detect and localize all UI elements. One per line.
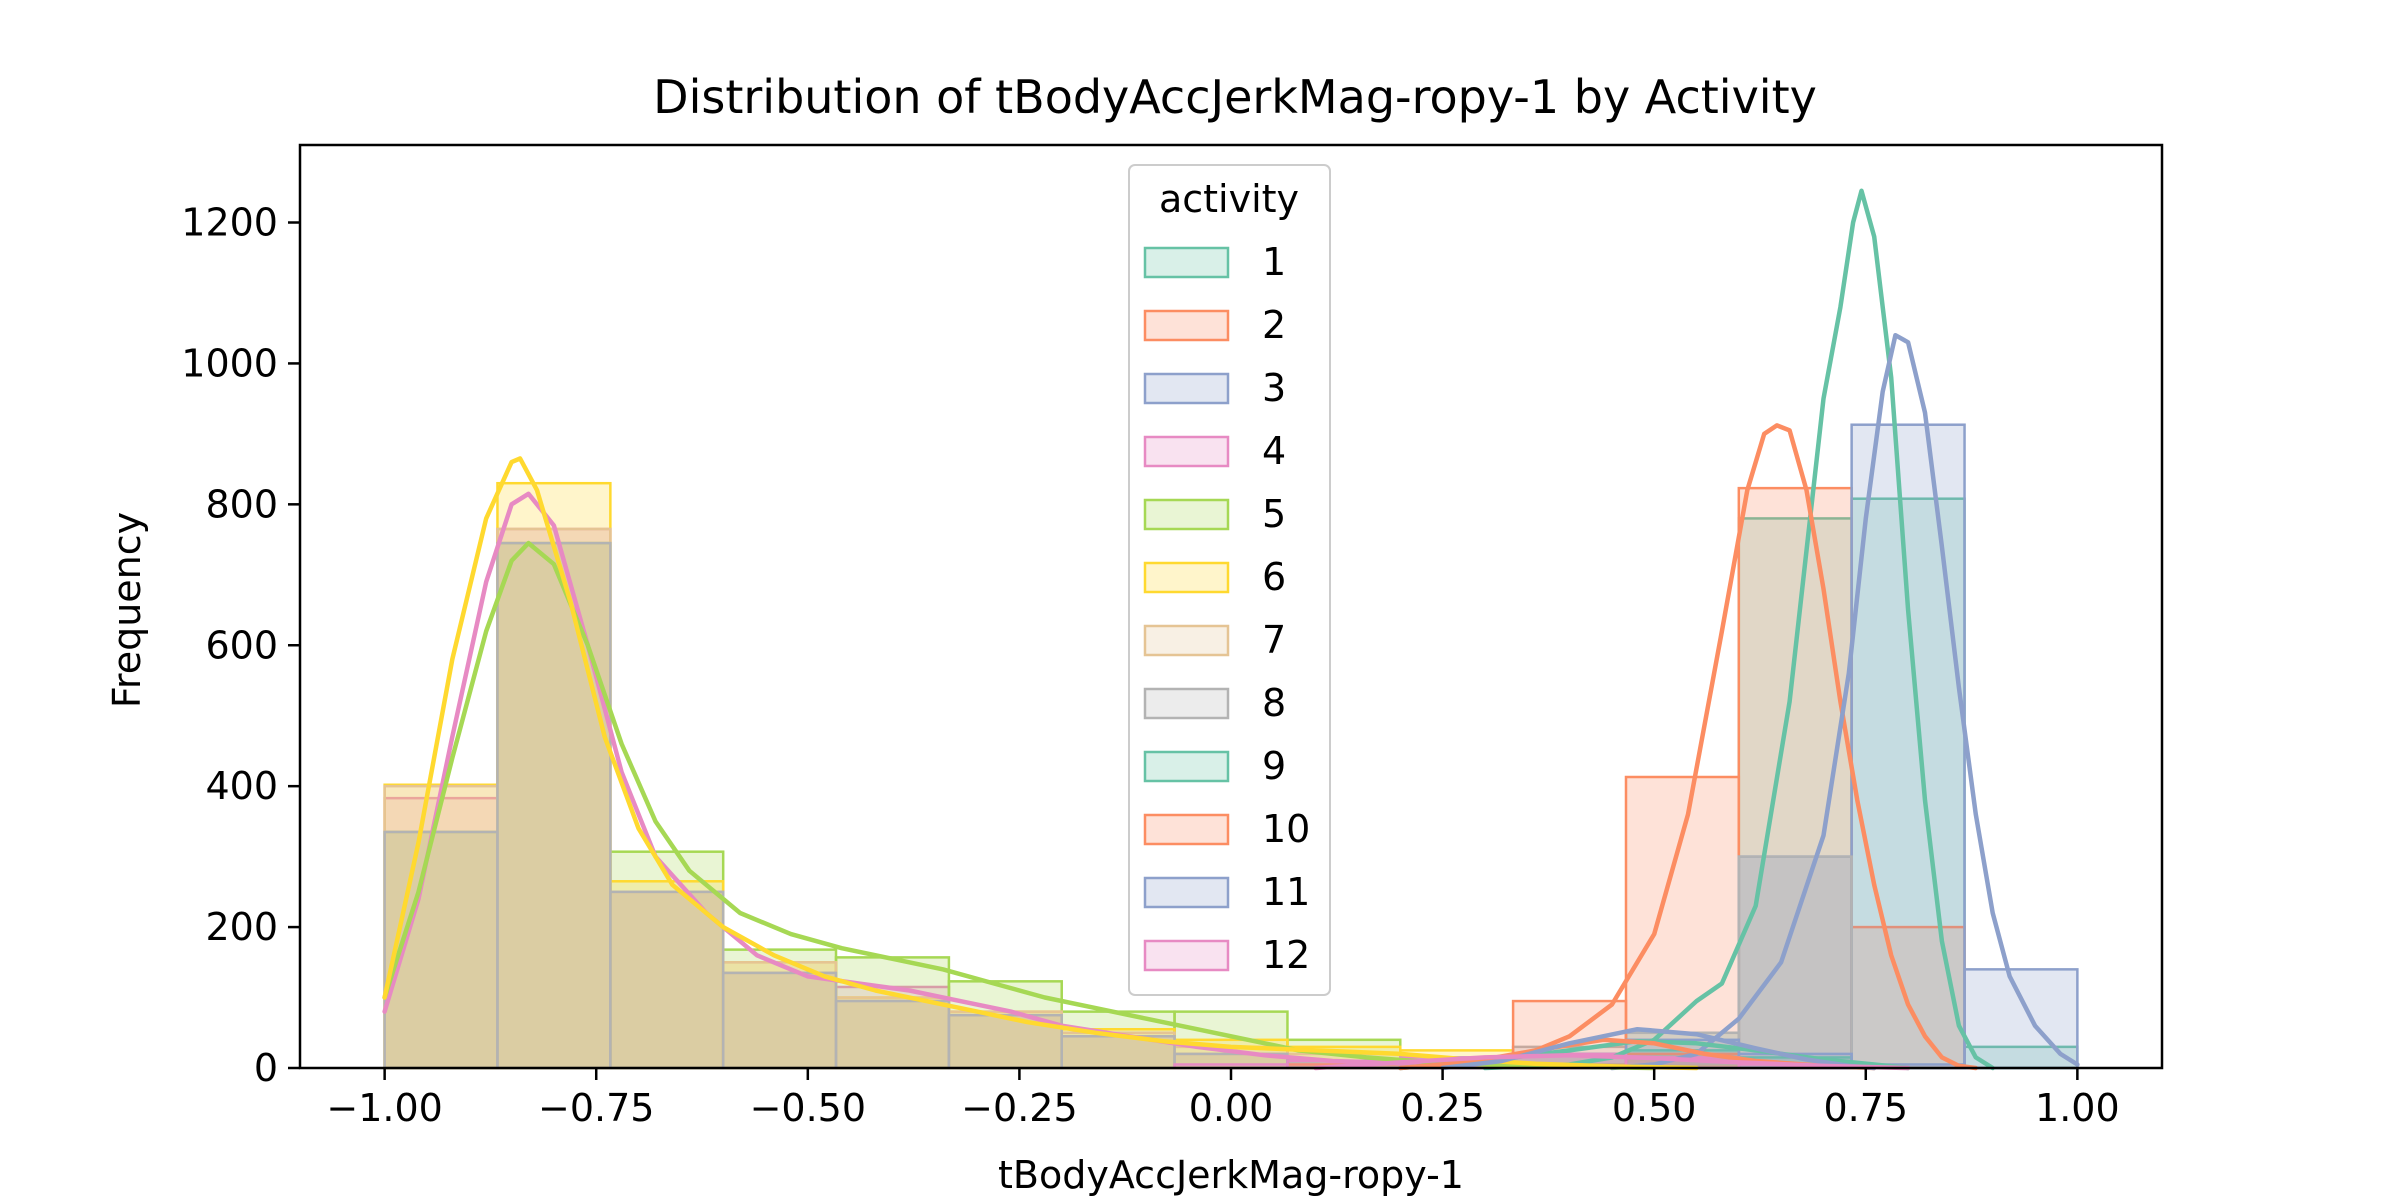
legend-swatch bbox=[1143, 687, 1230, 720]
legend-item: 2 bbox=[1143, 303, 1286, 347]
y-tick-label: 800 bbox=[205, 482, 278, 526]
legend-swatch bbox=[1143, 309, 1230, 342]
legend-item: 12 bbox=[1143, 933, 1310, 977]
chart-title: Distribution of tBodyAccJerkMag-ropy-1 b… bbox=[653, 70, 1817, 124]
legend-label: 10 bbox=[1262, 807, 1310, 851]
series-2-bar bbox=[1624, 775, 1741, 1070]
series-8-bar bbox=[1737, 855, 1853, 1070]
y-tick-label: 400 bbox=[205, 764, 278, 808]
series-8-bar bbox=[721, 971, 838, 1070]
series-12-kde-line bbox=[1313, 1053, 1911, 1071]
x-tick-label: −0.75 bbox=[538, 1086, 654, 1130]
y-tick-label: 600 bbox=[205, 623, 278, 667]
x-tick-label: −0.50 bbox=[750, 1086, 866, 1130]
x-tick-label: 0.00 bbox=[1189, 1086, 1274, 1130]
legend-label: 11 bbox=[1262, 870, 1310, 914]
legend-item: 10 bbox=[1143, 807, 1310, 851]
x-tick-label: 1.00 bbox=[2035, 1086, 2120, 1130]
legend-swatch bbox=[1143, 372, 1230, 405]
legend-label: 7 bbox=[1262, 618, 1286, 662]
x-tick-label: −1.00 bbox=[326, 1086, 442, 1130]
legend-label: 2 bbox=[1262, 303, 1286, 347]
series-2-kde-line bbox=[1482, 423, 1979, 1071]
x-tick-label: −0.25 bbox=[961, 1086, 1077, 1130]
y-tick-label: 1200 bbox=[181, 201, 278, 245]
legend-item: 8 bbox=[1143, 681, 1286, 725]
legend-label: 8 bbox=[1262, 681, 1286, 725]
x-tick-label: 0.75 bbox=[1823, 1086, 1908, 1130]
legend-swatch bbox=[1143, 246, 1230, 279]
legend-title: activity bbox=[1159, 177, 1299, 221]
kde-layer bbox=[382, 188, 2080, 1071]
legend-label: 1 bbox=[1262, 240, 1286, 284]
legend-label: 9 bbox=[1262, 744, 1286, 788]
series-8-bar bbox=[609, 890, 725, 1070]
series-6-kde-line bbox=[382, 456, 1699, 1071]
legend-item: 11 bbox=[1143, 870, 1310, 914]
y-axis-label: Frequency bbox=[105, 512, 149, 708]
legend-swatch bbox=[1143, 498, 1230, 531]
legend-swatch bbox=[1143, 435, 1230, 468]
series-4-kde-line bbox=[382, 491, 1572, 1070]
legend-label: 6 bbox=[1262, 555, 1286, 599]
plot-area bbox=[382, 188, 2080, 1071]
legend-item: 3 bbox=[1143, 366, 1286, 410]
series-7-bar bbox=[609, 890, 725, 1070]
legend-item: 4 bbox=[1143, 429, 1286, 473]
legend-item: 6 bbox=[1143, 555, 1286, 599]
y-axis: 0 200 400 600 800 1000 1200 bbox=[181, 201, 300, 1090]
x-axis-label: tBodyAccJerkMag-ropy-1 bbox=[998, 1153, 1464, 1197]
series-5-kde-line bbox=[382, 540, 1657, 1071]
legend-label: 4 bbox=[1262, 429, 1286, 473]
legend-label: 12 bbox=[1262, 933, 1310, 977]
series-2-bars bbox=[1624, 486, 1966, 1070]
y-tick-label: 200 bbox=[205, 905, 278, 949]
series-8-bar bbox=[947, 1013, 1063, 1070]
legend-swatch bbox=[1143, 876, 1230, 909]
series-8-bar bbox=[834, 999, 951, 1070]
legend-item: 9 bbox=[1143, 744, 1286, 788]
x-axis: −1.00 −0.75 −0.50 −0.25 0.00 0.25 0.50 0.75 1.00 bbox=[326, 1068, 2120, 1130]
series-5-bar bbox=[496, 541, 612, 1070]
legend-swatch bbox=[1143, 939, 1230, 972]
series-1-bar bbox=[1737, 517, 1853, 1070]
legend-label: 5 bbox=[1262, 492, 1286, 536]
legend-frame bbox=[1128, 164, 1331, 996]
y-tick-label: 0 bbox=[254, 1046, 278, 1090]
legend-item: 1 bbox=[1143, 240, 1286, 284]
series-7-bars bbox=[383, 527, 1741, 1070]
legend-item: 5 bbox=[1143, 492, 1286, 536]
legend-swatch bbox=[1143, 750, 1230, 783]
x-tick-label: 0.25 bbox=[1400, 1086, 1485, 1130]
legend-swatch bbox=[1143, 624, 1230, 657]
series-5-bar bbox=[609, 850, 725, 1070]
y-tick-label: 1000 bbox=[181, 341, 278, 385]
x-tick-label: 0.50 bbox=[1612, 1086, 1697, 1130]
series-7-bar bbox=[496, 527, 612, 1070]
series-3-kde-line bbox=[1609, 332, 2080, 1071]
legend-label: 3 bbox=[1262, 366, 1286, 410]
legend-swatch bbox=[1143, 813, 1230, 846]
legend-swatch bbox=[1143, 561, 1230, 594]
legend-item: 7 bbox=[1143, 618, 1286, 662]
series-8-bar bbox=[496, 541, 612, 1070]
